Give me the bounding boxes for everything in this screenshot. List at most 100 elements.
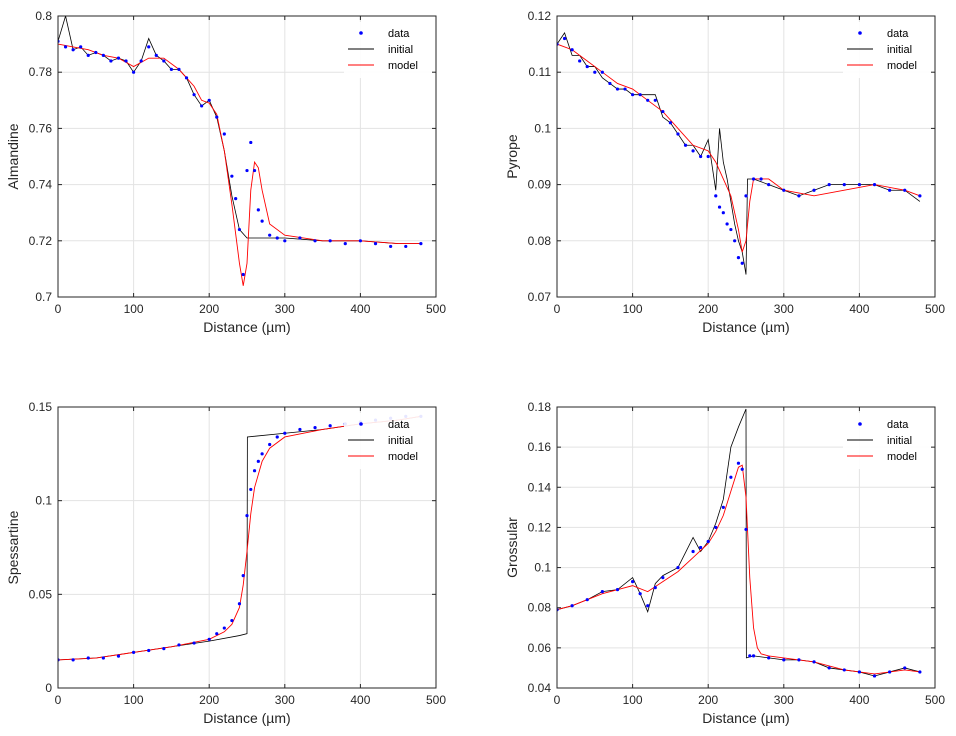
data-point xyxy=(699,545,703,550)
x-tick-label: 0 xyxy=(55,693,62,707)
data-point xyxy=(733,239,737,243)
data-point xyxy=(71,48,75,52)
y-tick-label: 0.04 xyxy=(528,681,552,695)
data-point xyxy=(237,602,242,606)
y-tick-label: 0.14 xyxy=(528,480,552,494)
legend: data initial model xyxy=(843,22,931,78)
data-point xyxy=(646,604,650,608)
panel-almandine: 0 100 200 300 400 500 0.7 0.72 0.74 0.76 0.78 0.8 Di… xyxy=(5,9,446,335)
legend-label-initial: initial xyxy=(887,44,912,56)
x-tick-label: 0 xyxy=(55,302,62,316)
x-tick-label: 200 xyxy=(698,302,718,316)
x-tick-label: 200 xyxy=(199,302,219,316)
data-point xyxy=(241,272,245,277)
data-point xyxy=(857,670,862,674)
data-point xyxy=(116,56,121,60)
y-axis-label: Grossular xyxy=(504,517,520,578)
y-tick-label: 0.16 xyxy=(528,440,552,454)
x-axis-label: Distance (µm) xyxy=(203,710,290,726)
data-point xyxy=(177,643,181,647)
data-point xyxy=(373,242,378,246)
data-point xyxy=(71,658,75,662)
y-tick-label: 0.1 xyxy=(534,121,551,135)
legend-box xyxy=(344,413,432,469)
data-point xyxy=(842,183,846,187)
data-point xyxy=(162,59,166,63)
data-point xyxy=(744,527,748,532)
data-point xyxy=(570,48,574,52)
data-point xyxy=(249,487,253,492)
legend: data initial model xyxy=(344,413,432,469)
data-point xyxy=(132,70,136,74)
data-point xyxy=(86,656,90,660)
data-point xyxy=(116,654,121,658)
data-point xyxy=(653,98,657,102)
data-point xyxy=(872,674,877,678)
data-point xyxy=(767,656,771,660)
x-tick-label: 500 xyxy=(925,693,945,707)
data-point xyxy=(419,242,423,246)
y-tick-label: 0.72 xyxy=(29,234,53,248)
data-point xyxy=(608,81,612,86)
data-point xyxy=(268,442,272,447)
axes-box xyxy=(57,406,437,689)
panel-pyrope: 0 100 200 300 400 500 0.07 0.08 0.09 0.1 0.11 0.12 D… xyxy=(504,9,945,335)
data-point xyxy=(215,632,219,636)
x-tick-label: 500 xyxy=(426,302,446,316)
y-tick-label: 0.78 xyxy=(29,65,53,79)
data-point xyxy=(638,592,642,596)
x-axis-label: Distance (µm) xyxy=(702,710,789,726)
y-tick-label: 0.12 xyxy=(528,9,552,23)
data-point xyxy=(570,604,574,608)
y-tick-label: 0.18 xyxy=(528,400,552,414)
axes-box xyxy=(556,15,936,298)
data-point xyxy=(562,36,567,41)
x-tick-label: 300 xyxy=(774,302,794,316)
data-point xyxy=(260,219,264,223)
data-point xyxy=(245,168,249,173)
data-point xyxy=(101,53,105,57)
data-point xyxy=(177,67,181,71)
y-tick-label: 0.09 xyxy=(528,178,552,192)
legend-label-model: model xyxy=(887,60,917,72)
axes-box xyxy=(556,406,936,689)
data-point xyxy=(740,261,744,265)
data-point xyxy=(676,565,680,570)
data-point xyxy=(298,427,302,432)
data-point xyxy=(245,514,249,518)
data-point xyxy=(721,505,725,509)
data-point xyxy=(725,222,729,226)
data-point xyxy=(249,140,253,145)
legend-box xyxy=(843,22,931,78)
x-tick-label: 0 xyxy=(554,302,561,316)
legend-label-data: data xyxy=(887,28,909,40)
data-point xyxy=(79,45,83,49)
legend: data initial model xyxy=(843,413,931,469)
data-point xyxy=(275,236,279,240)
data-point xyxy=(888,670,892,674)
data-point xyxy=(63,45,68,49)
data-point xyxy=(328,239,332,243)
legend-data-marker xyxy=(858,31,862,35)
y-tick-label: 0.15 xyxy=(29,400,53,414)
data-point xyxy=(207,637,211,641)
data-point xyxy=(744,194,748,198)
data-point xyxy=(661,109,665,114)
y-tick-label: 0.11 xyxy=(529,65,552,79)
data-point xyxy=(623,87,627,91)
data-point xyxy=(918,194,922,198)
data-point xyxy=(139,59,143,63)
x-tick-label: 0 xyxy=(554,693,561,707)
y-tick-label: 0.74 xyxy=(29,178,53,192)
legend-label-data: data xyxy=(388,419,410,431)
data-point xyxy=(154,53,158,57)
y-tick-label: 0.06 xyxy=(528,641,552,655)
legend-box xyxy=(344,22,432,78)
x-axis-label: Distance (µm) xyxy=(203,319,290,335)
data-point xyxy=(691,149,695,153)
data-point xyxy=(638,93,642,97)
data-point xyxy=(661,576,665,580)
legend: data initial model xyxy=(344,22,432,78)
data-point xyxy=(736,256,741,260)
legend-data-marker xyxy=(359,422,363,426)
